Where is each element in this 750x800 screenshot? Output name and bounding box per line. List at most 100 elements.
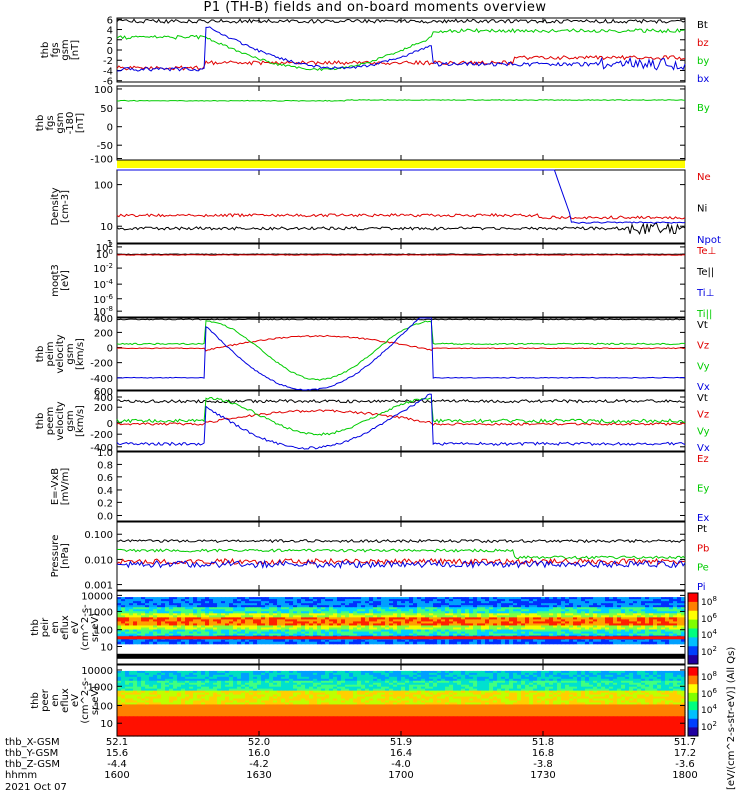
heatmap-cell bbox=[249, 621, 254, 625]
heatmap-cell bbox=[257, 607, 262, 610]
heatmap-cell bbox=[389, 617, 394, 620]
heatmap-cell bbox=[197, 609, 202, 612]
heatmap-cell bbox=[557, 617, 562, 620]
heatmap-cell bbox=[597, 621, 602, 625]
y-tick-label: 10 bbox=[100, 642, 113, 653]
heatmap-cell bbox=[513, 631, 518, 635]
heatmap-cell bbox=[121, 674, 126, 678]
heatmap-cell bbox=[417, 680, 422, 684]
heatmap-cell bbox=[445, 688, 450, 692]
y-tick-label: 10-6 bbox=[93, 293, 113, 306]
heatmap-cell bbox=[561, 617, 566, 620]
heatmap-cell bbox=[613, 627, 618, 631]
heatmap-cell bbox=[457, 625, 462, 629]
heatmap-cell bbox=[393, 607, 398, 610]
heatmap-cell bbox=[585, 609, 590, 612]
heatmap-cell bbox=[661, 611, 666, 614]
heatmap-cell bbox=[349, 674, 354, 678]
y-axis-label: thb fgs gsm -180 [nT] bbox=[35, 112, 86, 135]
heatmap-cell bbox=[677, 603, 682, 606]
heatmap-cell bbox=[125, 609, 130, 612]
heatmap-cell bbox=[505, 623, 510, 627]
heatmap-cell bbox=[173, 609, 178, 612]
heatmap-cell bbox=[349, 686, 354, 690]
heatmap-cell bbox=[345, 621, 350, 625]
heatmap-cell bbox=[561, 672, 566, 676]
heatmap-cell bbox=[593, 599, 598, 602]
heatmap-cell bbox=[265, 674, 270, 678]
heatmap-cell bbox=[301, 684, 306, 688]
heatmap-cell bbox=[261, 607, 266, 610]
heatmap-cell bbox=[613, 613, 618, 616]
heatmap-cell bbox=[641, 676, 646, 680]
heatmap-cell bbox=[609, 623, 614, 627]
heatmap-cell bbox=[289, 680, 294, 684]
heatmap-cell bbox=[541, 625, 546, 629]
heatmap-cell bbox=[673, 678, 678, 682]
heatmap-cell bbox=[637, 639, 642, 643]
heatmap-cell bbox=[137, 670, 142, 674]
heatmap-cell bbox=[433, 613, 438, 616]
heatmap-cell bbox=[161, 684, 166, 688]
heatmap-cell bbox=[361, 605, 366, 608]
heatmap-cell bbox=[593, 670, 598, 674]
heatmap-cell bbox=[233, 627, 238, 631]
heatmap-cell bbox=[121, 611, 126, 614]
heatmap-cell bbox=[213, 688, 218, 692]
heatmap-cell bbox=[557, 623, 562, 627]
heatmap-cell bbox=[661, 609, 666, 612]
heatmap-cell bbox=[581, 611, 586, 614]
heatmap-cell bbox=[597, 615, 602, 618]
heatmap-cell bbox=[521, 627, 526, 631]
heatmap-cell bbox=[237, 611, 242, 614]
heatmap-cell bbox=[677, 641, 682, 645]
heatmap-cell bbox=[517, 603, 522, 606]
heatmap-cell bbox=[205, 686, 210, 690]
heatmap-cell bbox=[533, 609, 538, 612]
heatmap-cell bbox=[617, 676, 622, 680]
heatmap-cell bbox=[337, 621, 342, 625]
heatmap-cell bbox=[237, 684, 242, 688]
heatmap-cell bbox=[217, 639, 222, 643]
heatmap-cell bbox=[181, 672, 186, 676]
heatmap-cell bbox=[277, 639, 282, 643]
heatmap-cell bbox=[121, 619, 126, 623]
heatmap-cell bbox=[269, 605, 274, 608]
heatmap-cell bbox=[601, 678, 606, 682]
heatmap-cell bbox=[185, 623, 190, 627]
heatmap-cell bbox=[557, 601, 562, 604]
heatmap-cell bbox=[665, 676, 670, 680]
heatmap-cell bbox=[329, 601, 334, 604]
heatmap-cell bbox=[353, 670, 358, 674]
heatmap-cell bbox=[581, 623, 586, 627]
heatmap-cell bbox=[645, 674, 650, 678]
heatmap-cell bbox=[569, 678, 574, 682]
heatmap-cell bbox=[365, 686, 370, 690]
heatmap-cell bbox=[461, 684, 466, 688]
heatmap-cell bbox=[645, 670, 650, 674]
heatmap-cell bbox=[565, 670, 570, 674]
heatmap-cell bbox=[137, 676, 142, 680]
heatmap-cell bbox=[357, 631, 362, 635]
heatmap-cell bbox=[129, 639, 134, 643]
heatmap-cell bbox=[593, 684, 598, 688]
heatmap-cell bbox=[125, 633, 130, 637]
heatmap-cell bbox=[221, 684, 226, 688]
heatmap-cell bbox=[257, 611, 262, 614]
heatmap-cell bbox=[337, 688, 342, 692]
heatmap-cell bbox=[445, 674, 450, 678]
heatmap-cell bbox=[589, 676, 594, 680]
heatmap-cell bbox=[301, 607, 306, 610]
heatmap-cell bbox=[389, 607, 394, 610]
heatmap-cell bbox=[229, 623, 234, 627]
heatmap-cell bbox=[201, 684, 206, 688]
heatmap-cell bbox=[157, 607, 162, 610]
heatmap-cell bbox=[217, 672, 222, 676]
heatmap-cell bbox=[369, 684, 374, 688]
heatmap-cell bbox=[293, 601, 298, 604]
heatmap-cell bbox=[433, 686, 438, 690]
heatmap-cell bbox=[609, 607, 614, 610]
heatmap-cell bbox=[189, 688, 194, 692]
heatmap-cell bbox=[249, 641, 254, 645]
heatmap-cell bbox=[433, 601, 438, 604]
